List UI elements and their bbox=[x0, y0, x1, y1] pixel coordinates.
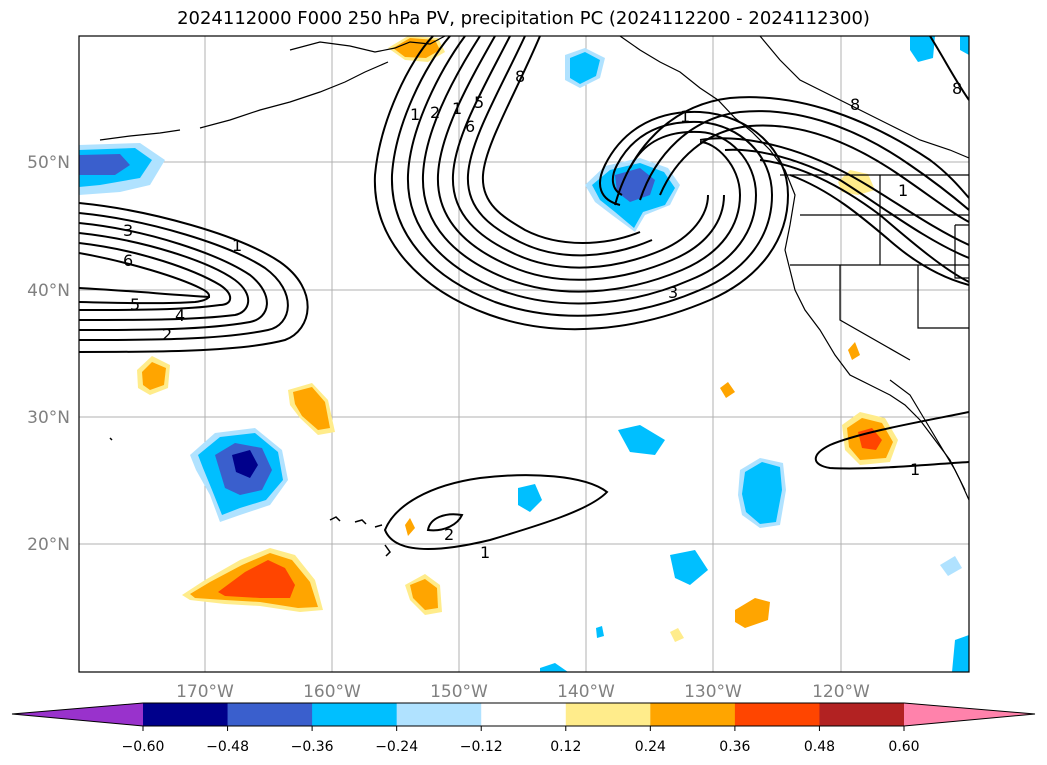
colorbar-tick-label: −0.36 bbox=[291, 739, 334, 755]
colorbar-segment bbox=[481, 703, 567, 726]
colorbar-segment bbox=[565, 703, 651, 726]
contour-label: 3 bbox=[668, 283, 678, 302]
colorbar-tick-label: 0.60 bbox=[888, 739, 919, 755]
lon-label: 160°W bbox=[303, 682, 361, 702]
contour-label: 3 bbox=[123, 221, 133, 240]
contour-label: 4 bbox=[175, 306, 185, 325]
colorbar-segment bbox=[650, 703, 736, 726]
colorbar: −0.60 −0.48 −0.36 −0.24 −0.12 0.12 0.24 0.36 0.4… bbox=[11, 702, 1036, 755]
contour-label: 2 bbox=[444, 525, 454, 544]
contour-label: 1 bbox=[232, 236, 242, 255]
contour-labels: 1 2 3 4 5 6 1 2 1 5 6 8 3 8 1 2 1 8 1 1 bbox=[123, 67, 962, 562]
longitude-labels: 170°W 160°W 150°W 140°W 130°W 120°W bbox=[176, 682, 870, 702]
lat-label: 20°N bbox=[27, 535, 70, 555]
lat-label: 30°N bbox=[27, 408, 70, 428]
map-background bbox=[79, 36, 969, 672]
contour-label: 2 bbox=[430, 103, 440, 122]
contour-label: 5 bbox=[474, 93, 484, 112]
lon-label: 140°W bbox=[557, 682, 615, 702]
colorbar-extend-high bbox=[904, 703, 1035, 726]
lat-label: 40°N bbox=[27, 281, 70, 301]
contour-label: 6 bbox=[123, 251, 133, 270]
gridlines bbox=[79, 36, 969, 672]
lat-label: 50°N bbox=[27, 153, 70, 173]
colorbar-tick-label: −0.48 bbox=[206, 739, 249, 755]
colorbar-segment bbox=[734, 703, 820, 726]
colorbar-segment bbox=[312, 703, 398, 726]
contour-label: 8 bbox=[850, 95, 860, 114]
colorbar-tick-label: −0.12 bbox=[460, 739, 503, 755]
colorbar-segment bbox=[819, 703, 905, 726]
colorbar-tick-label: 0.24 bbox=[635, 739, 666, 755]
contour-label: 8 bbox=[952, 79, 962, 98]
lon-label: 150°W bbox=[430, 682, 488, 702]
colorbar-extend-low bbox=[12, 703, 143, 726]
contour-label: 8 bbox=[515, 67, 525, 86]
colorbar-tick-label: −0.60 bbox=[122, 739, 165, 755]
contour-label: 6 bbox=[465, 117, 475, 136]
colorbar-tick-label: 0.12 bbox=[550, 739, 581, 755]
colorbar-tick-label: −0.24 bbox=[375, 739, 418, 755]
colorbar-tick-label: 0.48 bbox=[804, 739, 835, 755]
map-frame bbox=[78, 35, 970, 673]
coastlines bbox=[99, 36, 969, 501]
contour-label: 1 bbox=[480, 543, 490, 562]
contour-label: 5 bbox=[130, 295, 140, 314]
colorbar-tick-label: 0.36 bbox=[719, 739, 750, 755]
colorbar-segment bbox=[227, 703, 313, 726]
islands bbox=[109, 437, 391, 557]
contour-label: 1 bbox=[410, 105, 420, 124]
lon-label: 170°W bbox=[176, 682, 234, 702]
contour-label: 1 bbox=[680, 107, 690, 126]
lon-label: 130°W bbox=[684, 682, 742, 702]
latitude-labels: 50°N 40°N 30°N 20°N bbox=[27, 153, 70, 555]
contour-label: 1 bbox=[910, 460, 920, 479]
contour-label: 1 bbox=[898, 181, 908, 200]
colorbar-segment bbox=[143, 703, 229, 726]
lon-label: 120°W bbox=[812, 682, 870, 702]
contour-label: 1 bbox=[452, 99, 462, 118]
precip-negative-areas bbox=[79, 36, 969, 672]
chart-title: 2024112000 F000 250 hPa PV, precipitatio… bbox=[177, 8, 870, 29]
colorbar-segment bbox=[396, 703, 482, 726]
contour-label: 2 bbox=[162, 325, 172, 344]
pv-contours bbox=[79, 36, 969, 550]
